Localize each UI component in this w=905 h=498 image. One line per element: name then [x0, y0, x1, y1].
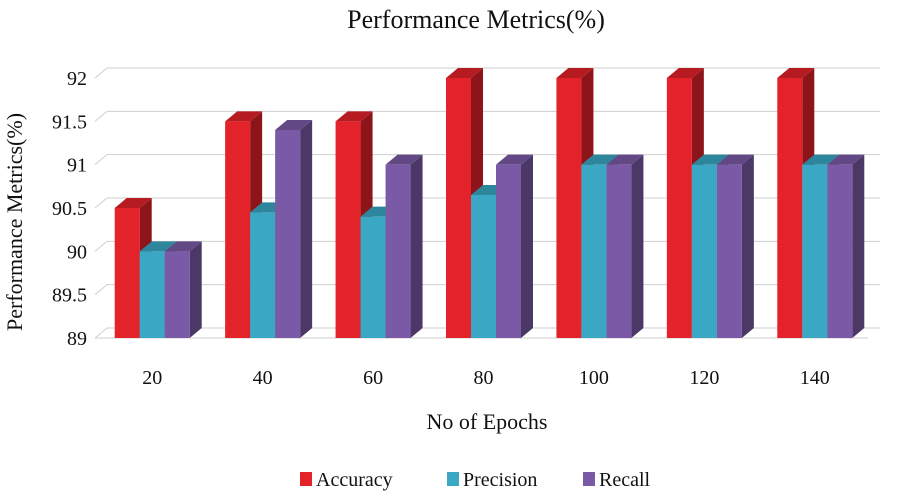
gridline-depth [94, 67, 108, 79]
x-tick-label: 40 [253, 367, 273, 389]
gridline-depth [94, 327, 108, 339]
y-tick-label: 90 [67, 241, 87, 263]
legend: Accuracy Precision Recall [300, 469, 651, 491]
bar-front [446, 78, 471, 338]
gridline-depth [94, 240, 108, 252]
bar-top [556, 68, 594, 78]
x-axis-label: No of Epochs [427, 409, 548, 434]
bar-top [777, 68, 815, 78]
bar-recall-20 [164, 241, 202, 338]
y-tick-label: 90.5 [52, 198, 87, 220]
y-tick-label: 89 [67, 328, 87, 350]
bar-side [521, 154, 533, 338]
bar-front [827, 164, 853, 338]
bar-front [471, 195, 496, 338]
legend-label-precision: Precision [463, 469, 537, 491]
bar-front [606, 164, 632, 338]
bar-front [666, 78, 692, 338]
legend-swatch-accuracy [300, 472, 312, 486]
x-tick-label: 140 [800, 367, 830, 389]
bar-top [114, 198, 152, 208]
x-tick-label: 60 [363, 367, 383, 389]
bar-front [250, 212, 276, 338]
bar-side [741, 154, 754, 338]
bar-top [666, 68, 704, 78]
legend-swatch-precision [447, 472, 459, 486]
legend-label-accuracy: Accuracy [316, 469, 393, 491]
legend-swatch-recall [583, 472, 595, 486]
bar-top [164, 241, 202, 252]
legend-label-recall: Recall [599, 469, 651, 491]
gridline-depth [94, 154, 108, 166]
bar-top [385, 154, 423, 165]
chart-title: Performance Metrics(%) [347, 5, 605, 34]
bar-front [114, 208, 140, 338]
bar-top [827, 154, 865, 165]
y-tick-label: 89.5 [52, 285, 87, 307]
bar-top [606, 154, 644, 165]
bar-top [716, 154, 754, 165]
bars-layer [114, 68, 865, 338]
ticks-layer: 89 89.5 90 90.5 91 91.5 92 20 40 60 80 100 120 140 [52, 68, 830, 389]
bar-top [335, 111, 373, 122]
bar-side [189, 241, 202, 338]
gridline-depth [94, 197, 108, 209]
bar-front [275, 130, 301, 338]
bar-front [225, 121, 251, 338]
bar-front [360, 216, 386, 338]
x-tick-label: 100 [579, 367, 609, 389]
x-tick-label: 120 [689, 367, 719, 389]
bar-front [716, 164, 742, 338]
bar-front [691, 164, 717, 338]
bar-front [496, 164, 521, 338]
bar-front [777, 78, 803, 338]
y-tick-label: 91.5 [52, 111, 87, 133]
bar-top [225, 111, 263, 122]
bar-side [852, 154, 865, 338]
bar-recall-140 [827, 154, 865, 338]
bar-side [631, 154, 644, 338]
bar-recall-80 [496, 154, 533, 338]
bar-top [581, 154, 619, 165]
y-axis-label: Performance Metrics(%) [2, 113, 27, 331]
bar-front [335, 121, 361, 338]
bar-recall-60 [385, 154, 423, 338]
bar-recall-100 [606, 154, 644, 338]
y-tick-label: 92 [67, 68, 87, 90]
x-tick-label: 20 [142, 367, 162, 389]
x-tick-label: 80 [474, 367, 494, 389]
bar-front [802, 164, 828, 338]
bar-side [410, 154, 423, 338]
bar-side [300, 120, 313, 338]
bar-top [275, 120, 313, 130]
bar-top [139, 241, 177, 252]
y-tick-label: 91 [67, 155, 87, 177]
bar-front [385, 164, 411, 338]
bar-recall-120 [716, 154, 754, 338]
bar-front [581, 164, 607, 338]
bar-front [139, 251, 165, 338]
bar-top [802, 154, 840, 165]
bar-recall-40 [275, 120, 313, 338]
bar-top [496, 154, 533, 165]
bar-front [164, 251, 190, 338]
bar-top [691, 154, 729, 165]
gridline-depth [94, 110, 108, 122]
bar-top [446, 68, 483, 78]
bar-front [556, 78, 582, 338]
gridline-depth [94, 284, 108, 296]
